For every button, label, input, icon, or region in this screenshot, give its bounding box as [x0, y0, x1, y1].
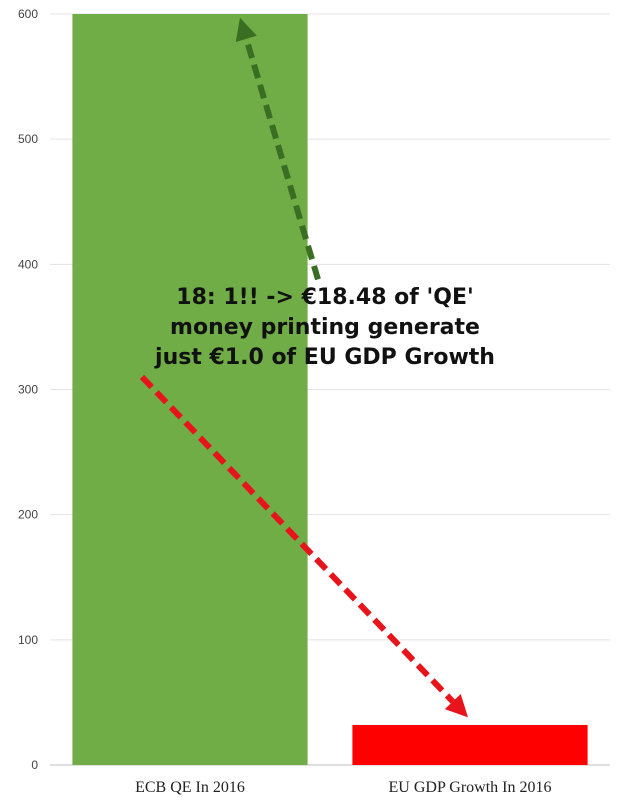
x-axis-categories: ECB QE In 2016 EU GDP Growth In 2016 — [135, 779, 551, 796]
annotation-line-1: 18: 1!! -> €18.48 of 'QE' — [176, 285, 474, 310]
x-category-label: EU GDP Growth In 2016 — [389, 779, 552, 796]
y-tick-label: 600 — [18, 7, 38, 21]
arrow-shaft — [139, 374, 455, 704]
arrow-head — [235, 17, 257, 42]
arrow-head — [444, 693, 468, 718]
annotation-arrows — [139, 17, 468, 718]
annotation-line-2: money printing generate — [170, 315, 480, 340]
bar — [352, 724, 588, 765]
y-tick-label: 300 — [18, 383, 38, 397]
x-category-label: ECB QE In 2016 — [135, 779, 245, 796]
annotation-line-3: just €1.0 of EU GDP Growth — [155, 345, 495, 370]
y-tick-label: 500 — [18, 132, 38, 146]
y-tick-label: 0 — [31, 758, 38, 772]
bars — [72, 14, 588, 765]
y-tick-label: 200 — [18, 508, 38, 522]
y-tick-label: 400 — [18, 257, 38, 271]
y-tick-label: 100 — [18, 633, 38, 647]
y-axis-ticks: 0 100 200 300 400 500 600 — [18, 7, 38, 772]
bar — [72, 14, 308, 765]
annotation-text: 18: 1!! -> €18.48 of 'QE' money printing… — [120, 283, 530, 373]
